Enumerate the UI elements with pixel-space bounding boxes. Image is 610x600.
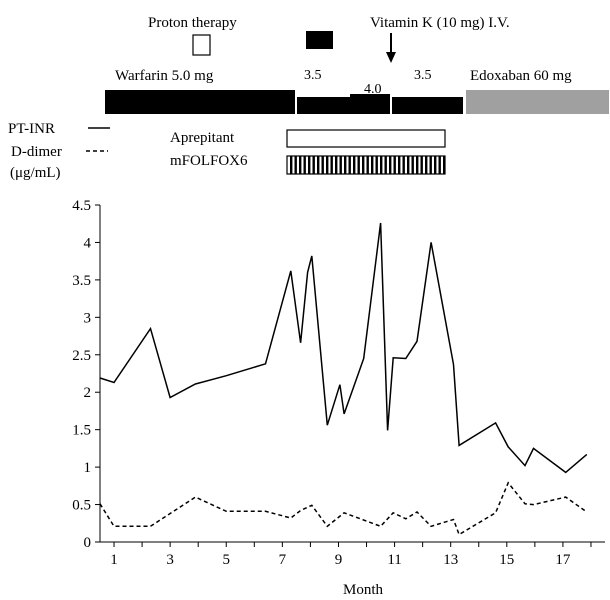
mfolfox6-stripe [443, 156, 446, 174]
mfolfox6-stripe [348, 156, 351, 174]
mfolfox6-stripe [402, 156, 405, 174]
legend-d-dimer-unit: (μg/mL) [10, 165, 61, 181]
x-tick-label: 9 [335, 552, 343, 568]
mfolfox6-stripe [308, 156, 311, 174]
mfolfox6-stripe [434, 156, 437, 174]
mfolfox6-stripe [321, 156, 324, 174]
y-tick-label: 4 [84, 235, 92, 251]
mfolfox6-stripe [357, 156, 360, 174]
proton-therapy-box [192, 34, 211, 56]
y-tick-label: 2.5 [72, 348, 91, 364]
x-tick-label: 5 [223, 552, 231, 568]
x-ticks: 1 3 5 7 9 11 13 15 17 [110, 542, 592, 568]
x-tick-label: 15 [499, 552, 514, 568]
x-axis-label: Month [343, 582, 384, 598]
series-lines [99, 222, 588, 536]
vitamin-k-arrow-head [386, 52, 396, 63]
mfolfox6-label: mFOLFOX6 [170, 153, 248, 169]
warfarin-label: Warfarin 5.0 mg [115, 68, 214, 84]
y-tick-label: 2 [84, 385, 92, 401]
warfarin-bar-3-5-second [392, 97, 463, 114]
mfolfox6-stripe [330, 156, 333, 174]
aprepitant-label: Aprepitant [170, 130, 235, 146]
proton-therapy-second-block [306, 31, 333, 49]
x-tick-label: 17 [555, 552, 571, 568]
vitamin-k-label: Vitamin K (10 mg) I.V. [370, 15, 510, 31]
y-tick-label: 0.5 [72, 498, 91, 514]
mfolfox6-stripe [380, 156, 383, 174]
x-tick-label: 7 [279, 552, 287, 568]
mfolfox6-stripe [393, 156, 396, 174]
proton-therapy-label: Proton therapy [148, 15, 237, 31]
y-tick-label: 0 [84, 535, 92, 551]
mfolfox6-stripe [312, 156, 315, 174]
plot-area: 00.511.522.533.544.5 1 3 5 7 9 11 13 15 17 Month [72, 198, 605, 598]
warfarin-dose-4-0: 4.0 [364, 82, 382, 97]
mfolfox6-stripe [425, 156, 428, 174]
mfolfox6-stripe [438, 156, 441, 174]
treatment-timeline: Proton therapy Vitamin K (10 mg) I.V. Wa… [105, 15, 609, 175]
mfolfox6-stripe [362, 156, 365, 174]
mfolfox6-stripe [366, 156, 369, 174]
legend-d-dimer-label: D-dimer [11, 144, 62, 160]
mfolfox6-stripe [429, 156, 432, 174]
x-tick-label: 3 [166, 552, 174, 568]
y-tick-label: 3 [84, 310, 92, 326]
edoxaban-bar [466, 90, 609, 114]
mfolfox6-stripe [290, 156, 293, 174]
mfolfox6-bar [286, 155, 446, 175]
y-tick-label: 4.5 [72, 198, 91, 214]
edoxaban-label: Edoxaban 60 mg [470, 68, 572, 84]
mfolfox6-stripe [353, 156, 356, 174]
mfolfox6-stripe [303, 156, 306, 174]
series-line-d-dimer [99, 481, 588, 536]
warfarin-bar-4-0 [350, 94, 390, 114]
legend: PT-INR D-dimer (μg/mL) [8, 121, 110, 181]
mfolfox6-stripe [420, 156, 423, 174]
mfolfox6-stripe [344, 156, 347, 174]
mfolfox6-stripe [407, 156, 410, 174]
series-line-pt-inr [99, 222, 588, 474]
mfolfox6-stripe [317, 156, 320, 174]
mfolfox6-stripe [416, 156, 419, 174]
legend-pt-inr-label: PT-INR [8, 121, 55, 137]
y-tick-label: 1 [84, 460, 92, 476]
mfolfox6-stripe [389, 156, 392, 174]
mfolfox6-stripe [326, 156, 329, 174]
aprepitant-bar [286, 129, 446, 148]
y-tick-label: 1.5 [72, 423, 91, 439]
y-tick-label: 3.5 [72, 273, 91, 289]
mfolfox6-stripe [375, 156, 378, 174]
mfolfox6-stripe [411, 156, 414, 174]
mfolfox6-stripe [384, 156, 387, 174]
warfarin-bar-5-0 [105, 90, 295, 114]
mfolfox6-stripe [335, 156, 338, 174]
x-tick-label: 1 [110, 552, 118, 568]
mfolfox6-stripe [294, 156, 297, 174]
warfarin-dose-3-5-first: 3.5 [304, 68, 322, 83]
mfolfox6-stripe [398, 156, 401, 174]
warfarin-bar-3-5-first [297, 97, 350, 114]
warfarin-dose-3-5-second: 3.5 [414, 68, 432, 83]
y-ticks: 0 0.5 1 1.5 2 2.5 3 3.5 4 4.5 [72, 198, 100, 551]
mfolfox6-stripe [371, 156, 374, 174]
x-tick-label: 13 [443, 552, 458, 568]
x-tick-label: 11 [387, 552, 401, 568]
mfolfox6-stripe [299, 156, 302, 174]
mfolfox6-stripe [339, 156, 342, 174]
